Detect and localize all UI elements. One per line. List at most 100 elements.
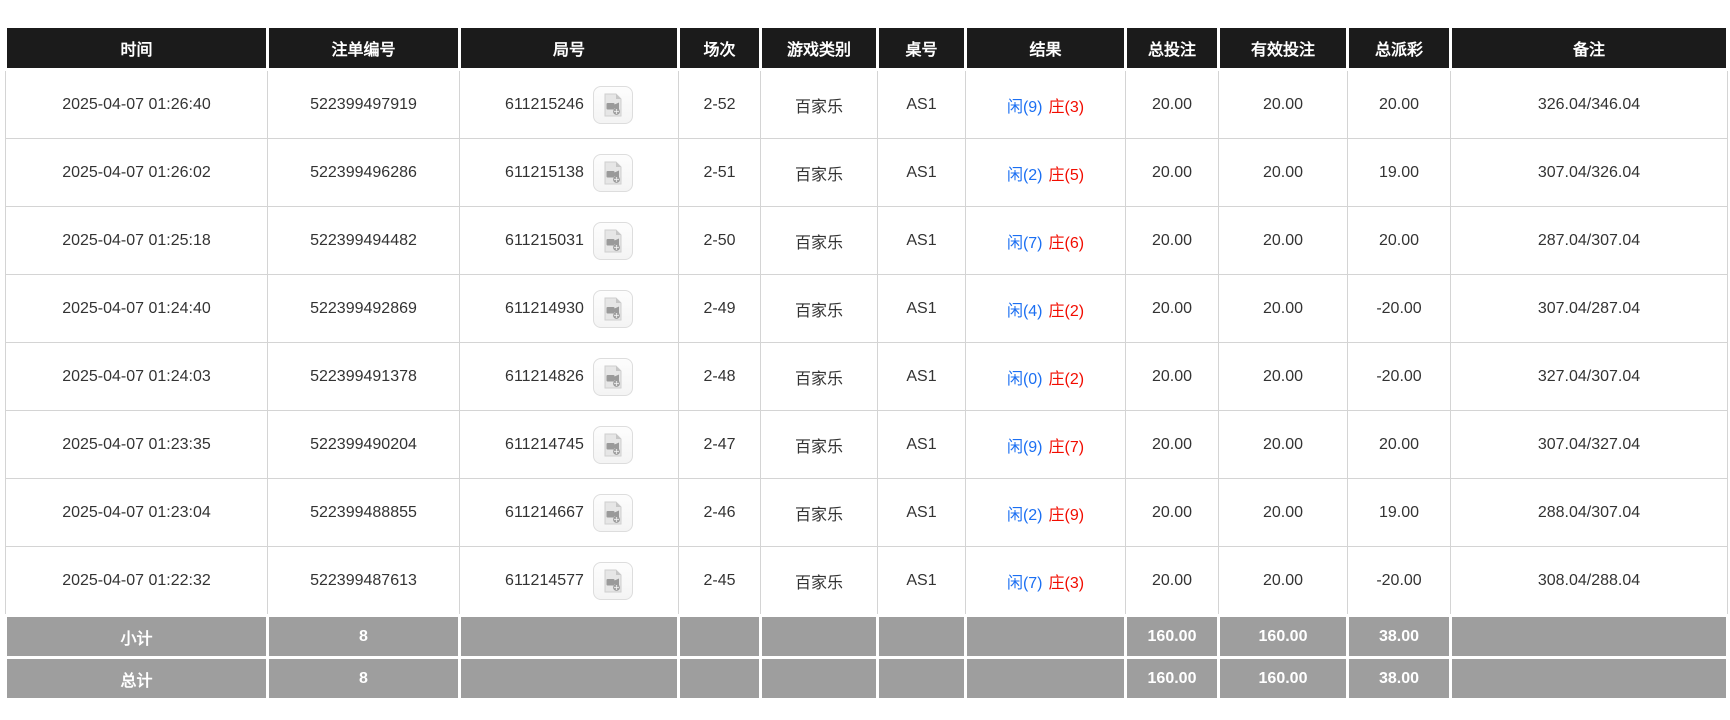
subtotal-payout: 38.00 [1346, 614, 1452, 659]
video-replay-button[interactable] [592, 153, 633, 192]
table-row: 2025-04-07 01:23:04 522399488855 6112146… [5, 478, 1728, 547]
cell-result: 闲(7) 庄(3) [965, 546, 1126, 616]
video-replay-button[interactable] [592, 289, 633, 328]
table-row: 2025-04-07 01:23:35 522399490204 6112147… [5, 410, 1728, 479]
cell-round-id: 611214745 [459, 410, 679, 479]
result-player: 闲(9) [1006, 438, 1043, 456]
result-player: 闲(0) [1006, 370, 1043, 388]
cell-table-no: AS1 [877, 274, 966, 343]
cell-valid-bet: 20.00 [1218, 410, 1348, 479]
cell-payout: 20.00 [1347, 410, 1451, 479]
subtotal-empty-cell [876, 614, 967, 659]
cell-time: 2025-04-07 01:26:02 [5, 138, 268, 207]
video-replay-button[interactable] [592, 425, 633, 464]
video-replay-button[interactable] [592, 561, 633, 600]
cell-table-no: AS1 [877, 206, 966, 275]
cell-valid-bet: 20.00 [1218, 478, 1348, 547]
cell-table-no: AS1 [877, 410, 966, 479]
cell-result: 闲(4) 庄(2) [965, 274, 1126, 343]
grand-total-payout: 38.00 [1346, 656, 1452, 701]
header-cell-session: 场次 [677, 25, 762, 71]
result-player: 闲(7) [1006, 234, 1043, 252]
round-id-text: 611214745 [505, 435, 584, 453]
cell-round-id: 611215138 [459, 138, 679, 207]
cell-table-no: AS1 [877, 342, 966, 411]
table-row: 2025-04-07 01:22:32 522399487613 6112145… [5, 546, 1728, 616]
header-cell-table-no: 桌号 [876, 25, 967, 71]
round-id-text: 611214667 [505, 503, 584, 521]
cell-game-type: 百家乐 [760, 342, 878, 411]
result-player: 闲(9) [1006, 98, 1043, 116]
video-file-icon [600, 568, 626, 594]
table-row: 2025-04-07 01:26:02 522399496286 6112151… [5, 138, 1728, 207]
video-file-icon [600, 228, 626, 254]
table-row: 2025-04-07 01:26:40 522399497919 6112152… [5, 69, 1728, 139]
grand-total-label: 总计 [4, 656, 269, 701]
cell-payout: 20.00 [1347, 206, 1451, 275]
cell-table-no: AS1 [877, 138, 966, 207]
cell-total-bet: 20.00 [1125, 546, 1219, 616]
subtotal-count: 8 [266, 614, 461, 659]
video-replay-button[interactable] [592, 85, 633, 124]
header-cell-bet-id: 注单编号 [266, 25, 461, 71]
header-cell-game-type: 游戏类别 [759, 25, 879, 71]
round-id-text: 611214826 [505, 367, 584, 385]
result-banker: 庄(6) [1048, 234, 1085, 252]
cell-result: 闲(9) 庄(3) [965, 69, 1126, 139]
cell-session: 2-49 [678, 274, 761, 343]
cell-session: 2-46 [678, 478, 761, 547]
cell-bet-id: 522399497919 [267, 69, 460, 139]
subtotal-row: 小计 8 160.00 160.00 38.00 [4, 614, 1729, 659]
cell-valid-bet: 20.00 [1218, 342, 1348, 411]
cell-bet-id: 522399491378 [267, 342, 460, 411]
cell-session: 2-45 [678, 546, 761, 616]
cell-table-no: AS1 [877, 546, 966, 616]
header-cell-valid-bet: 有效投注 [1217, 25, 1349, 71]
cell-remark: 287.04/307.04 [1450, 206, 1728, 275]
cell-total-bet: 20.00 [1125, 138, 1219, 207]
cell-result: 闲(2) 庄(5) [965, 138, 1126, 207]
cell-round-id: 611215031 [459, 206, 679, 275]
cell-payout: 20.00 [1347, 69, 1451, 139]
video-file-icon [600, 160, 626, 186]
result-banker: 庄(3) [1048, 98, 1085, 116]
cell-payout: -20.00 [1347, 342, 1451, 411]
round-id-text: 611214930 [505, 299, 584, 317]
cell-game-type: 百家乐 [760, 478, 878, 547]
cell-round-id: 611214667 [459, 478, 679, 547]
result-banker: 庄(5) [1048, 166, 1085, 184]
header-cell-time: 时间 [4, 25, 269, 71]
grand-total-count: 8 [266, 656, 461, 701]
cell-remark: 288.04/307.04 [1450, 478, 1728, 547]
cell-time: 2025-04-07 01:22:32 [5, 546, 268, 616]
subtotal-empty-cell [1449, 614, 1729, 659]
cell-table-no: AS1 [877, 478, 966, 547]
cell-total-bet: 20.00 [1125, 274, 1219, 343]
result-banker: 庄(9) [1048, 506, 1085, 524]
result-player: 闲(7) [1006, 574, 1043, 592]
cell-result: 闲(7) 庄(6) [965, 206, 1126, 275]
cell-valid-bet: 20.00 [1218, 274, 1348, 343]
subtotal-empty-cell [458, 614, 680, 659]
cell-result: 闲(2) 庄(9) [965, 478, 1126, 547]
round-id-text: 611214577 [505, 571, 584, 589]
video-replay-button[interactable] [592, 493, 633, 532]
subtotal-empty-cell [759, 614, 879, 659]
table-body: 2025-04-07 01:26:40 522399497919 6112152… [5, 69, 1728, 616]
video-replay-button[interactable] [592, 221, 633, 260]
header-cell-round-id: 局号 [458, 25, 680, 71]
video-replay-button[interactable] [592, 357, 633, 396]
cell-game-type: 百家乐 [760, 138, 878, 207]
cell-valid-bet: 20.00 [1218, 138, 1348, 207]
grand-total-empty-cell [964, 656, 1127, 701]
cell-session: 2-50 [678, 206, 761, 275]
result-banker: 庄(2) [1048, 370, 1085, 388]
video-file-icon [600, 432, 626, 458]
cell-bet-id: 522399488855 [267, 478, 460, 547]
cell-payout: -20.00 [1347, 274, 1451, 343]
cell-game-type: 百家乐 [760, 410, 878, 479]
bet-records-table: 时间 注单编号 局号 场次 游戏类别 桌号 结果 总投注 有效投注 总派彩 备注… [4, 25, 1729, 701]
subtotal-empty-cell [677, 614, 762, 659]
cell-bet-id: 522399487613 [267, 546, 460, 616]
grand-total-empty-cell [759, 656, 879, 701]
